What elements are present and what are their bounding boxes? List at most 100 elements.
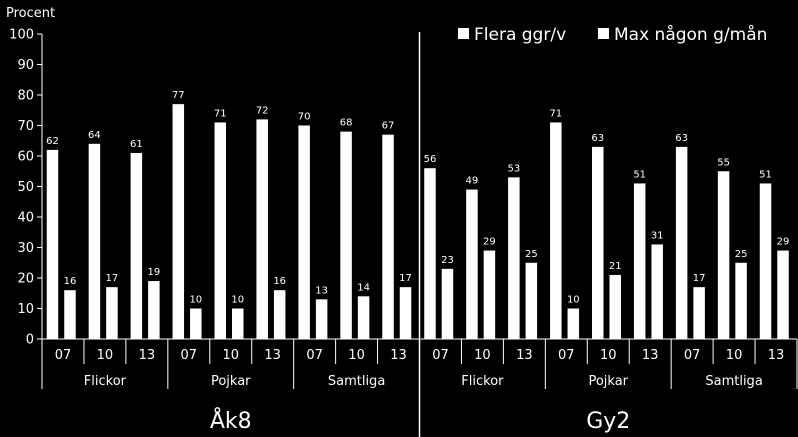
y-axis-label: Procent bbox=[6, 6, 55, 21]
panel-label: Åk8 bbox=[210, 407, 252, 434]
bar-flera bbox=[675, 146, 688, 339]
bar-flera bbox=[717, 171, 730, 339]
bar-max bbox=[483, 250, 496, 339]
data-label: 31 bbox=[651, 230, 664, 241]
bar-flera bbox=[382, 134, 394, 339]
group-label: Flickor bbox=[84, 374, 127, 389]
data-label: 61 bbox=[130, 139, 143, 150]
bar-max bbox=[148, 281, 160, 339]
bar-max bbox=[106, 287, 118, 339]
y-tick-label: 50 bbox=[17, 180, 34, 195]
x-tick-label-year: 13 bbox=[516, 348, 533, 363]
y-tick-label: 70 bbox=[17, 119, 34, 134]
data-label: 25 bbox=[735, 249, 748, 260]
x-tick-label-year: 10 bbox=[222, 348, 239, 363]
bar-flera bbox=[256, 119, 268, 340]
data-label: 67 bbox=[382, 121, 395, 132]
y-tick-label: 80 bbox=[17, 89, 34, 104]
data-label: 51 bbox=[633, 169, 646, 180]
y-tick-label: 10 bbox=[17, 302, 34, 317]
data-label: 55 bbox=[717, 157, 730, 168]
x-tick-label-year: 07 bbox=[306, 348, 323, 363]
bar-max bbox=[525, 262, 538, 339]
group-label: Samtliga bbox=[328, 374, 385, 389]
data-label: 53 bbox=[507, 163, 520, 174]
data-label: 56 bbox=[424, 154, 437, 165]
bar-max bbox=[441, 268, 454, 339]
bar-max bbox=[64, 290, 76, 339]
y-tick-label: 100 bbox=[9, 28, 34, 43]
x-tick-label-year: 07 bbox=[558, 348, 575, 363]
data-label: 71 bbox=[549, 108, 562, 119]
bar-flera bbox=[172, 104, 185, 340]
bar-flera bbox=[340, 131, 352, 339]
legend: Flera ggr/v Max någon g/mån bbox=[458, 24, 767, 45]
x-tick-label-year: 10 bbox=[600, 348, 617, 363]
bars bbox=[46, 104, 789, 340]
bar-flera bbox=[130, 152, 143, 339]
bar-flera bbox=[88, 143, 101, 339]
group-label: Pojkar bbox=[211, 374, 251, 389]
x-tick-label-year: 13 bbox=[768, 348, 785, 363]
legend-label-flera: Flera ggr/v bbox=[474, 25, 566, 45]
y-tick-label: 90 bbox=[17, 58, 34, 73]
group-label: Samtliga bbox=[705, 374, 762, 389]
bar-max bbox=[315, 299, 328, 339]
axes bbox=[37, 32, 798, 437]
data-label: 19 bbox=[147, 267, 160, 278]
y-tick-label: 60 bbox=[17, 150, 34, 165]
labels: 0 10 20 30 40 50 60 70 80 90 100 07 10 13 07 10 13 07 10 13… bbox=[9, 28, 789, 435]
bar-flera bbox=[214, 122, 226, 339]
y-tick-label: 30 bbox=[17, 241, 34, 256]
bar-flera bbox=[633, 183, 646, 339]
bar-max bbox=[609, 274, 621, 339]
bar-flera bbox=[424, 168, 436, 339]
x-tick-label-year: 07 bbox=[432, 348, 449, 363]
bar-max bbox=[357, 296, 370, 339]
bar-flera bbox=[508, 177, 520, 339]
group-label: Pojkar bbox=[588, 374, 628, 389]
bar-max bbox=[651, 244, 663, 339]
bar-max bbox=[273, 290, 286, 339]
data-label: 17 bbox=[106, 273, 119, 284]
data-label: 64 bbox=[88, 130, 101, 141]
y-tick-label: 40 bbox=[17, 211, 34, 226]
bar-flera bbox=[46, 149, 59, 339]
x-tick-label-year: 07 bbox=[55, 348, 72, 363]
y-tick-label: 0 bbox=[26, 333, 34, 348]
bar-flera bbox=[298, 125, 310, 339]
data-label: 63 bbox=[591, 133, 604, 144]
data-label: 13 bbox=[315, 285, 328, 296]
data-label: 21 bbox=[609, 261, 622, 272]
data-label: 10 bbox=[231, 295, 244, 306]
legend-swatch-flera bbox=[458, 28, 469, 39]
bar-max bbox=[693, 287, 705, 339]
legend-swatch-max bbox=[598, 28, 609, 39]
data-label: 51 bbox=[759, 169, 772, 180]
x-tick-label-year: 13 bbox=[390, 348, 407, 363]
data-label: 10 bbox=[189, 295, 202, 306]
bar-max bbox=[567, 308, 580, 339]
bar-flera bbox=[592, 146, 604, 339]
data-label: 71 bbox=[214, 108, 227, 119]
x-tick-label-year: 13 bbox=[139, 348, 156, 363]
data-label: 23 bbox=[441, 255, 454, 266]
data-label: 62 bbox=[46, 136, 59, 147]
data-label: 77 bbox=[172, 90, 185, 101]
x-tick-label-year: 07 bbox=[684, 348, 701, 363]
legend-label-max: Max någon g/mån bbox=[614, 24, 767, 45]
bar-max bbox=[232, 308, 244, 339]
bar-flera bbox=[466, 189, 478, 339]
x-tick-label-year: 10 bbox=[474, 348, 491, 363]
x-tick-label-year: 10 bbox=[726, 348, 743, 363]
data-label: 16 bbox=[273, 276, 286, 287]
panel-label: Gy2 bbox=[586, 409, 630, 434]
x-tick-label-year: 10 bbox=[97, 348, 114, 363]
data-label: 29 bbox=[483, 237, 496, 248]
x-tick-label-year: 07 bbox=[181, 348, 198, 363]
data-label: 25 bbox=[525, 249, 538, 260]
group-label: Flickor bbox=[461, 374, 504, 389]
data-label: 17 bbox=[399, 273, 412, 284]
data-label: 16 bbox=[64, 276, 77, 287]
